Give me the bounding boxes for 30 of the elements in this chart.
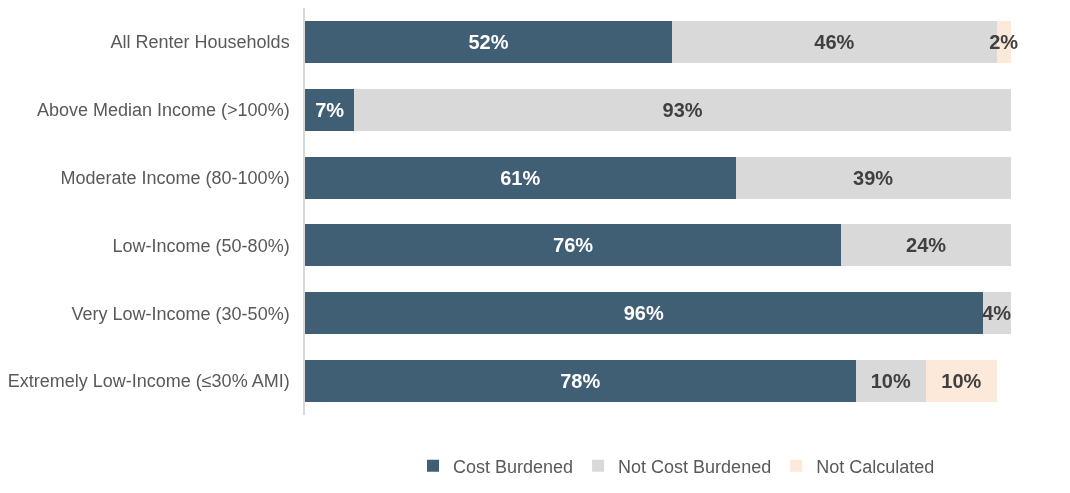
data-label: 46% bbox=[814, 30, 855, 53]
data-label: 7% bbox=[315, 98, 345, 121]
bar bbox=[305, 292, 983, 335]
y-tick-label: Moderate Income (80-100%) bbox=[60, 167, 290, 188]
y-tick-label: Low-Income (50-80%) bbox=[112, 235, 290, 256]
legend-label: Not Cost Burdened bbox=[618, 456, 772, 477]
data-label: 61% bbox=[500, 166, 541, 189]
data-label: 78% bbox=[560, 370, 601, 393]
data-label: 10% bbox=[870, 370, 911, 393]
data-label: 93% bbox=[662, 98, 703, 121]
legend-label: Not Calculated bbox=[816, 456, 935, 477]
bar bbox=[305, 156, 736, 199]
data-label: 10% bbox=[941, 370, 982, 393]
bar bbox=[305, 20, 673, 63]
data-label: 96% bbox=[623, 302, 664, 325]
data-label: 76% bbox=[553, 234, 594, 257]
y-tick-label: All Renter Households bbox=[110, 32, 290, 53]
data-label: 2% bbox=[989, 30, 1019, 53]
bar bbox=[735, 156, 1011, 199]
data-label: 39% bbox=[853, 166, 894, 189]
y-tick-label: Extremely Low-Income (≤30% AMI) bbox=[7, 371, 290, 392]
bar bbox=[305, 360, 856, 403]
y-tick-label: Above Median Income (>100%) bbox=[36, 100, 290, 121]
bar bbox=[305, 224, 842, 267]
y-tick-label: Very Low-Income (30-50%) bbox=[71, 303, 290, 324]
bar bbox=[841, 224, 1011, 267]
bar bbox=[354, 88, 1011, 131]
data-label: 24% bbox=[906, 234, 947, 257]
legend-label: Cost Burdened bbox=[453, 456, 574, 477]
data-label: 52% bbox=[468, 30, 509, 53]
